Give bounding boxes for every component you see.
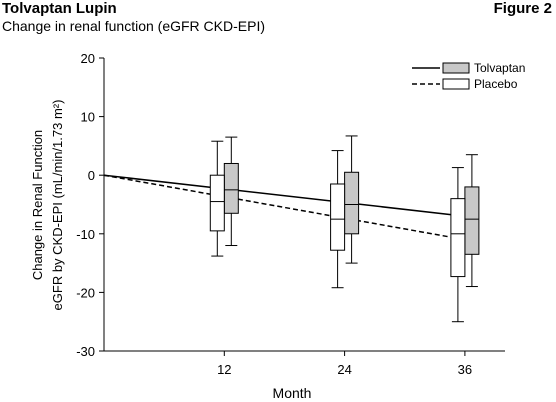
x-tick-label: 36 bbox=[458, 362, 472, 377]
box-plots bbox=[209, 135, 480, 323]
placebo-iqr-box bbox=[209, 174, 225, 232]
y-tick-label: -30 bbox=[76, 344, 95, 359]
x-axis-label: Month bbox=[273, 385, 312, 401]
chart-axes: 20 10 0 -10 -20 -30 12 24 36 bbox=[76, 51, 505, 377]
x-tick-label: 12 bbox=[217, 362, 231, 377]
page-title: Tolvaptan Lupin bbox=[2, 0, 117, 17]
placebo-legend-swatch bbox=[442, 78, 470, 90]
tolvaptan-legend-swatch bbox=[442, 62, 470, 74]
tolvaptan-box-plot bbox=[344, 135, 360, 264]
tolvaptan-trend-line bbox=[103, 174, 465, 217]
y-axis-label-line-1: Change in Renal Function bbox=[30, 130, 45, 280]
page-subtitle: Change in renal function (eGFR CKD-EPI) bbox=[2, 18, 265, 34]
placebo-box-plot bbox=[450, 167, 466, 323]
chart-legend: Tolvaptan Placebo bbox=[412, 61, 525, 91]
y-tick-label: 10 bbox=[81, 110, 95, 125]
placebo-iqr-box bbox=[330, 183, 346, 251]
trend-lines bbox=[103, 174, 466, 241]
tolvaptan-legend-label: Tolvaptan bbox=[474, 61, 525, 75]
y-axis-label-line-2: eGFR by CKD-EPI (mL/min/1.73 m²) bbox=[50, 100, 65, 311]
placebo-legend-label: Placebo bbox=[474, 77, 518, 91]
y-tick-label: 0 bbox=[88, 168, 95, 183]
tolvaptan-iqr-box bbox=[344, 171, 360, 235]
placebo-box-plot bbox=[209, 140, 225, 257]
figure-label: Figure 2 bbox=[493, 0, 552, 17]
y-tick-label: -20 bbox=[76, 285, 95, 300]
placebo-trend-line bbox=[103, 174, 466, 241]
tolvaptan-iqr-box bbox=[464, 186, 480, 255]
y-tick-label: 20 bbox=[81, 51, 95, 66]
placebo-box-plot bbox=[330, 150, 346, 289]
x-tick-label: 24 bbox=[337, 362, 351, 377]
tolvaptan-box-plot bbox=[223, 136, 239, 247]
tolvaptan-box-plot bbox=[464, 154, 480, 288]
placebo-iqr-box bbox=[450, 198, 466, 278]
y-tick-label: -10 bbox=[76, 227, 95, 242]
tolvaptan-iqr-box bbox=[223, 162, 239, 214]
